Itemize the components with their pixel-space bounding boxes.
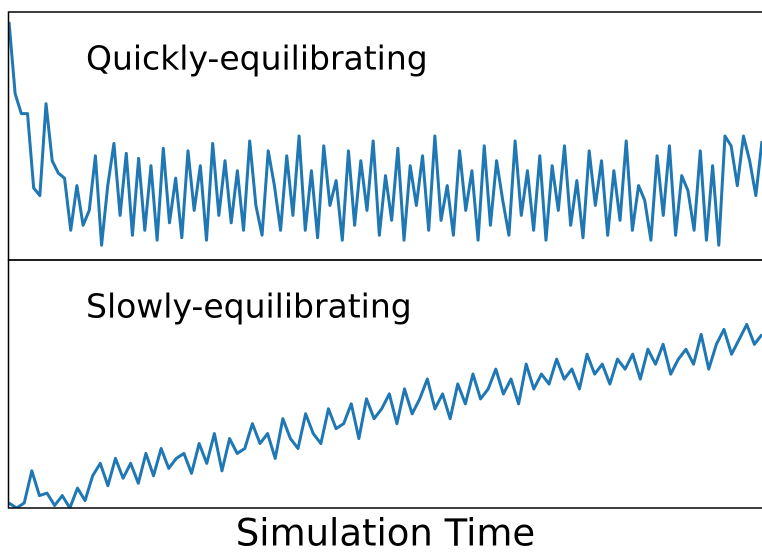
data-line (9, 21, 762, 247)
panel-annotation: Slowly-equilibrating (86, 287, 412, 326)
panel-annotation: Quickly-equilibrating (86, 39, 428, 78)
panel-frame (7, 259, 762, 509)
x-axis-label: Simulation Time (236, 512, 535, 553)
data-line (9, 322, 762, 508)
